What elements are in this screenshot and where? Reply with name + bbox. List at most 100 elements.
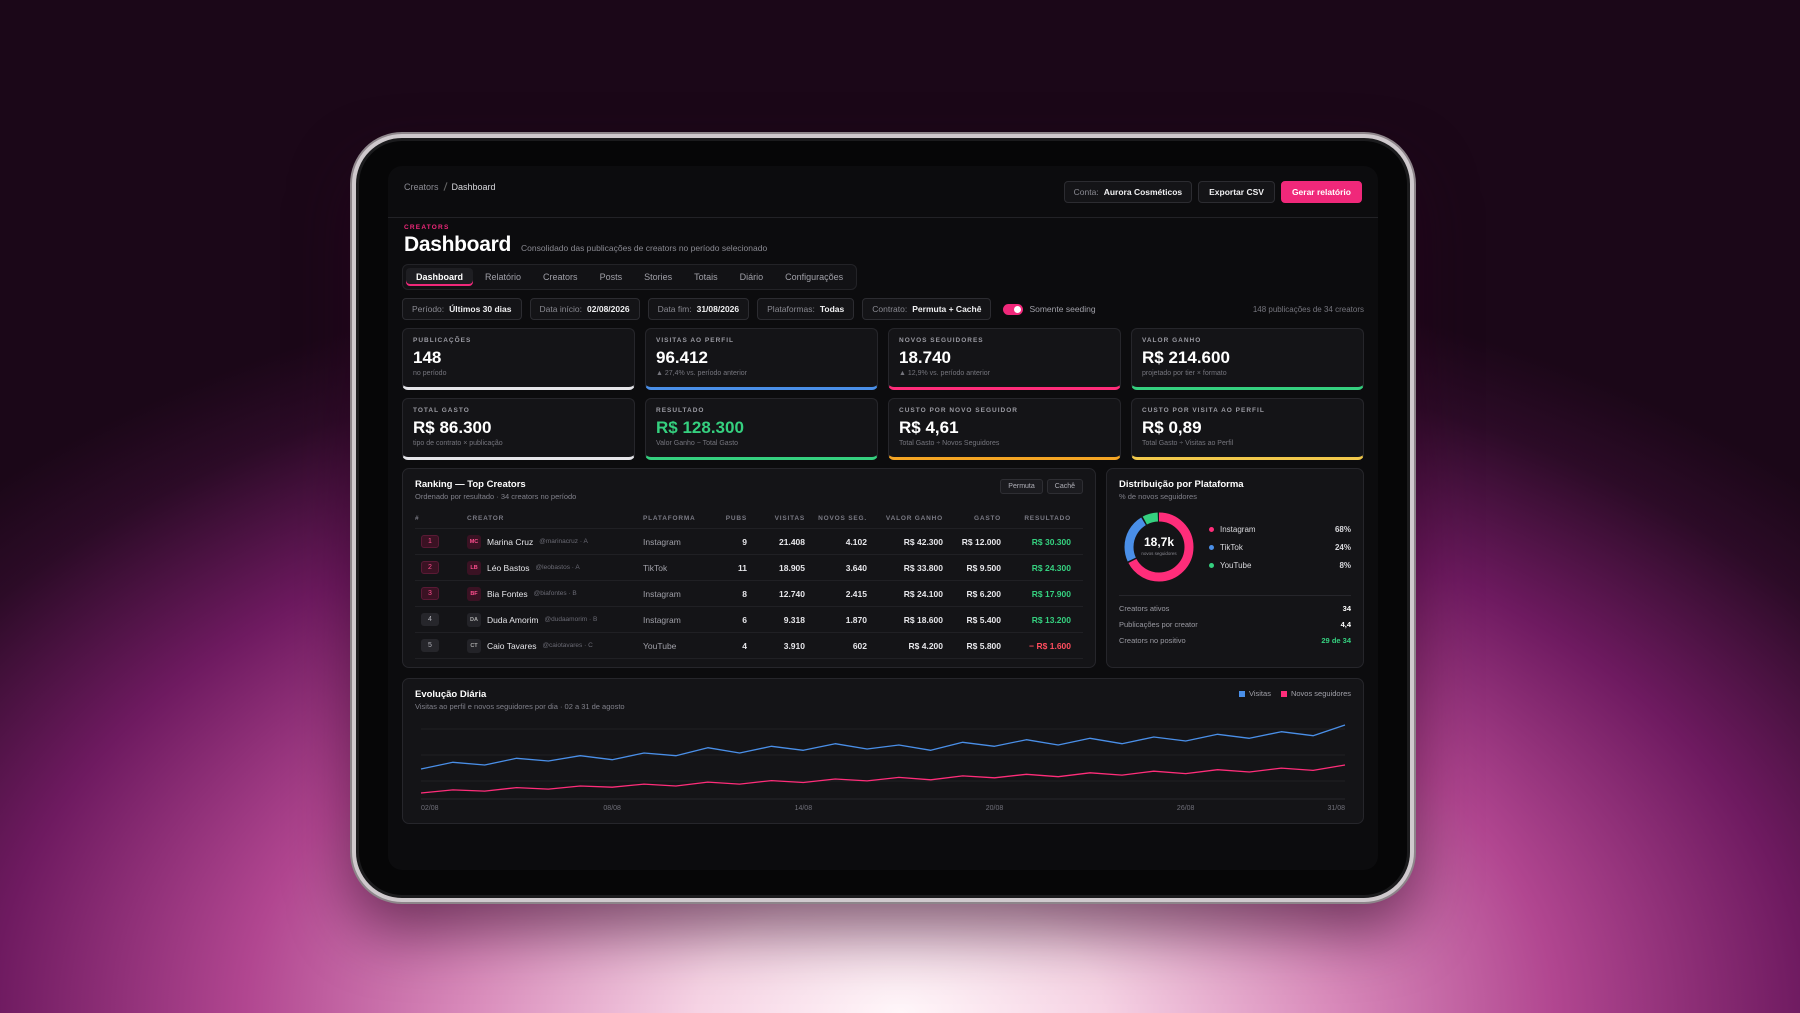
legend-swatch [1280, 691, 1287, 698]
tab[interactable]: Diário [730, 268, 774, 286]
avatar: MC [467, 534, 481, 549]
filter-chip[interactable]: Data início: 02/08/2026 [529, 298, 640, 320]
breadcrumb-item[interactable]: Creators [404, 181, 439, 192]
panel-heading: Evolução Diária Visitas ao perfil e novos… [415, 689, 625, 711]
breadcrumb-item: Dashboard [451, 181, 496, 192]
panel-subtitle: % de novos seguidores [1119, 492, 1197, 501]
kpi-label: CUSTO POR VISITA AO PERFIL [1142, 407, 1265, 414]
seeding-toggle[interactable]: Somente seeding [1003, 303, 1096, 315]
column-header: NOVOS SEG. [818, 515, 867, 522]
filter-chip[interactable]: Período: Últimos 30 dias [402, 298, 522, 320]
creator-handle: @marinacruz · A [539, 538, 588, 545]
tab[interactable]: Configurações [775, 268, 853, 286]
cell-earned: R$ 18.600 [903, 614, 943, 625]
column-header: PUBS [725, 515, 747, 522]
filter-chip[interactable]: Data fim: 31/08/2026 [647, 298, 750, 320]
cell-spent: R$ 12.000 [961, 536, 1001, 547]
kpi-value: R$ 0,89 [1142, 418, 1202, 437]
cell-visits: 18.905 [779, 562, 805, 573]
eyebrow: CREATORS [404, 224, 450, 231]
filter-chip[interactable]: Plataformas: Todas [757, 298, 855, 320]
stat-row: Creators ativos 34 [1119, 600, 1351, 616]
series-line [420, 764, 1346, 794]
table-row[interactable]: 1 MC Marina Cruz @marinacruz · A Instagram 9 2… [415, 529, 1083, 555]
panel-title: Ranking — Top Creators [415, 479, 526, 490]
donut-center-value: 18,7k [1144, 535, 1174, 549]
kpi-label: VALOR GANHO [1142, 337, 1202, 344]
rank-badge: 2 [421, 561, 439, 574]
panel-title: Distribuição por Plataforma [1119, 479, 1244, 490]
cell-result: R$ 24.300 [1031, 562, 1071, 573]
legend-value: 24% [1334, 542, 1351, 552]
result-summary: 148 publicações de 34 creators [1252, 304, 1364, 314]
contract-chip[interactable]: Cachê [1046, 479, 1083, 494]
legend-label: TikTok [1220, 542, 1243, 552]
ranking-panel: Ranking — Top Creators Ordenado por resul… [402, 468, 1096, 668]
cell-spent: R$ 5.400 [966, 614, 1002, 625]
kpi-card: VISITAS AO PERFIL 96.412 ▲ 27,4% vs. perío… [645, 328, 878, 390]
platform: Instagram [643, 614, 681, 625]
table-row[interactable]: 3 BF Bia Fontes @biafontes · B Instagram 8 12.… [415, 581, 1083, 607]
account-selector[interactable]: Conta: Aurora Cosméticos [1063, 180, 1193, 203]
button[interactable]: Exportar CSV [1198, 180, 1275, 203]
contract-chip[interactable]: Permuta [1000, 479, 1043, 494]
kpi-label: PUBLICAÇÕES [413, 337, 472, 344]
table-row[interactable]: 5 CT Caio Tavares @caiotavares · C YouTube 4 3… [415, 633, 1083, 659]
legend-item: Visitas [1238, 689, 1271, 698]
column-header: # [415, 515, 420, 522]
kpi-note: tipo de contrato × publicação [413, 440, 503, 447]
top-actions: Conta: Aurora Cosméticos Exportar CSV Gerar… [1063, 180, 1362, 203]
kpi-value: R$ 214.600 [1142, 348, 1230, 367]
table-row[interactable]: 4 DA Duda Amorim @dudaamorim · B Instagram 6 9… [415, 607, 1083, 633]
legend-dot [1209, 562, 1214, 568]
kpi-note: no período [413, 370, 447, 377]
kpi-value: 96.412 [656, 348, 708, 367]
primary-button[interactable]: Gerar relatório [1280, 180, 1362, 203]
kpi-value: R$ 128.300 [656, 418, 744, 437]
creator-name: Duda Amorim [487, 614, 539, 625]
cell-visits: 12.740 [779, 588, 805, 599]
filter-chip[interactable]: Contrato: Permuta + Cachê [862, 298, 992, 320]
panel-subtitle: Ordenado por resultado · 34 creators no … [415, 492, 577, 501]
tab[interactable]: Relatório [475, 268, 531, 286]
cell-followers: 1.870 [845, 614, 867, 625]
kpi-note: ▲ 27,4% vs. período anterior [656, 370, 747, 377]
stat-value: 4,4 [1340, 619, 1351, 629]
donut-legend: Instagram 68% TikTok 24% YouTube 8% [1209, 520, 1351, 574]
creator-name: Caio Tavares [487, 640, 537, 651]
series-line [420, 724, 1346, 770]
cell-result: R$ 13.200 [1031, 614, 1071, 625]
kpi-card: NOVOS SEGUIDORES 18.740 ▲ 12,9% vs. períod… [888, 328, 1121, 390]
account-label: Conta: [1073, 186, 1099, 197]
tab[interactable]: Posts [590, 268, 633, 286]
stat-row: Creators no positivo 29 de 34 [1119, 632, 1351, 648]
kpi-card: TOTAL GASTO R$ 86.300 tipo de contrato × p… [402, 398, 635, 460]
kpi-note: Total Gasto ÷ Novos Seguidores [899, 440, 1000, 447]
breadcrumb-separator [443, 182, 448, 191]
donut-slice [1124, 512, 1194, 582]
creator-cell: MC Marina Cruz @marinacruz · A [467, 534, 643, 549]
toggle-switch[interactable] [1003, 303, 1024, 315]
cell-spent: R$ 5.800 [966, 640, 1002, 651]
tab[interactable]: Stories [634, 268, 682, 286]
page-title: Dashboard [404, 233, 511, 256]
tab[interactable]: Creators [533, 268, 588, 286]
platform-stats: Creators ativos 34 Publicações por creator… [1119, 595, 1351, 648]
filter-label: Contrato: [872, 304, 908, 314]
cell-pubs: 11 [738, 562, 747, 573]
cell-visits: 3.910 [783, 640, 805, 651]
legend-dot [1209, 544, 1214, 550]
cell-followers: 3.640 [845, 562, 867, 573]
cell-followers: 4.102 [845, 536, 867, 547]
table-row[interactable]: 2 LB Léo Bastos @leobastos · A TikTok 11 18.90… [415, 555, 1083, 581]
legend-label: YouTube [1220, 560, 1252, 570]
toggle-label: Somente seeding [1029, 304, 1096, 314]
legend-item: YouTube 8% [1209, 556, 1351, 574]
rank-badge: 1 [421, 535, 439, 548]
tab[interactable]: Dashboard [406, 268, 474, 286]
kpi-card: CUSTO POR NOVO SEGUIDOR R$ 4,61 Total Gast… [888, 398, 1121, 460]
tab[interactable]: Totais [684, 268, 728, 286]
line-chart: 02/08 08/08 14/08 20/08 26/08 31/08 [420, 724, 1346, 812]
cell-visits: 9.318 [783, 614, 805, 625]
